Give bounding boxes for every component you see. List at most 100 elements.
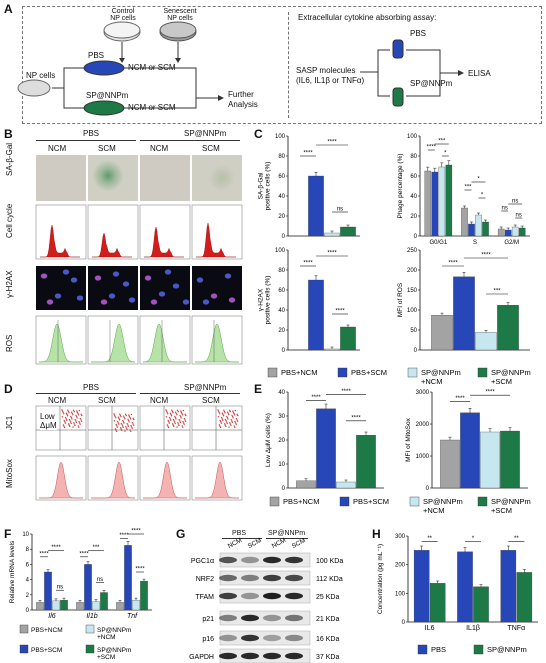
significance-label: ****	[327, 251, 337, 257]
x-category-label: Tnf	[127, 613, 138, 620]
jc1-event	[67, 423, 70, 425]
jc1-event	[62, 411, 64, 414]
bar	[431, 315, 453, 351]
a-pbs-label: PBS	[88, 51, 105, 60]
jc1-event	[181, 425, 183, 427]
jc1-event	[116, 426, 119, 428]
bar	[100, 592, 108, 611]
ros-histogram	[91, 323, 136, 363]
jc1-event	[119, 427, 122, 429]
jc1-event	[181, 412, 183, 415]
y-axis-label: Relative mRNA levels	[9, 540, 16, 603]
h2ax-image-3	[140, 266, 190, 310]
jc1-event	[128, 415, 131, 418]
d-col-2: SCM	[98, 396, 116, 405]
legend-f: PBS+NCM SP@NNPm +NCM PBS+SCM SP@NNPm +SCM	[19, 624, 131, 661]
jc1-event	[71, 412, 73, 415]
jc1-event	[177, 422, 179, 424]
jc1-event	[65, 418, 67, 420]
y-axis-label: MFI of MitoSox	[405, 417, 412, 461]
jc1-event	[235, 423, 237, 425]
jc1-event	[65, 412, 68, 414]
blot-strip	[219, 630, 311, 646]
jc1-event	[118, 419, 121, 421]
panel-g-western-blot: NCM SCM NCM SCM PGC1α 100 KDa NRF2 112 KDa TFAM 2…	[189, 537, 343, 663]
a-assay-title: Extracellular cytokine absorbing assay:	[298, 13, 437, 22]
jc1-event	[77, 412, 79, 415]
bar	[84, 564, 92, 611]
jc1-event	[78, 422, 81, 424]
significance-label: ****	[51, 545, 61, 551]
jc1-event	[224, 418, 227, 421]
significance-label: ****	[303, 261, 313, 267]
y-tick-label: 10	[22, 532, 29, 538]
significance-label: ****	[455, 396, 465, 402]
jc1-event	[124, 430, 126, 432]
mitosox-histogram	[143, 461, 187, 499]
d-col-1: NCM	[48, 396, 67, 405]
nucleus	[100, 299, 108, 305]
jc1-event	[219, 426, 222, 429]
jc1-event	[121, 425, 124, 427]
jc1-event	[120, 422, 123, 425]
jc1-event	[234, 422, 237, 424]
significance-label: *	[444, 151, 447, 157]
jc1-event	[221, 412, 224, 414]
jc1-event	[72, 426, 74, 428]
jc1-event	[233, 414, 236, 416]
significance-label: ****	[427, 145, 437, 151]
legend-label: PBS+SCM	[353, 497, 389, 506]
jc1-event	[173, 421, 176, 423]
bar	[453, 276, 475, 351]
y-tick-label: 0	[282, 234, 286, 240]
blot-protein-label: p16	[202, 636, 214, 643]
jc1-event	[64, 421, 66, 423]
jc1-event	[236, 419, 238, 421]
bar	[457, 551, 473, 623]
significance-label: ***	[464, 185, 472, 191]
a-further-analysis: Further Analysis	[228, 90, 258, 109]
jc1-event	[229, 410, 231, 413]
jc1-event	[172, 418, 175, 421]
y-tick-label: 60	[278, 288, 285, 294]
jc1-event	[178, 424, 180, 426]
cell-cycle-histogram	[196, 222, 236, 258]
blot-band	[263, 634, 281, 642]
jc1-event	[232, 410, 234, 412]
jc1-event	[61, 410, 64, 412]
y-tick-label: 200	[395, 563, 406, 569]
legend-label: SP@NNPm +NCM	[421, 368, 461, 386]
jc1-event	[223, 409, 225, 411]
y-tick-label: 20	[278, 328, 285, 334]
legend-label: SP@NNPm +NCM	[97, 627, 131, 641]
nucleus	[164, 269, 172, 275]
jc1-event	[76, 410, 78, 412]
jc1-event	[176, 426, 178, 428]
jc1-plot-frame	[87, 405, 139, 451]
significance-label: ****	[448, 261, 458, 267]
jc1-event	[64, 416, 67, 419]
significance-label: **	[514, 536, 519, 542]
control-np-label: Control NP cells	[110, 8, 136, 22]
h2ax-image-1	[36, 266, 86, 310]
legend-swatch	[477, 367, 488, 378]
jc1-event	[180, 417, 182, 419]
significance-label: ****	[39, 551, 49, 557]
a-np-cells-label: NP cells	[26, 71, 56, 80]
jc1-event	[118, 423, 120, 425]
legend-label: PBS+SCM	[351, 368, 387, 377]
significance-label: ns	[337, 207, 343, 213]
jc1-event	[130, 425, 132, 427]
bar	[36, 602, 44, 611]
jc1-event	[120, 428, 122, 430]
jc1-event	[127, 418, 129, 421]
bar	[124, 545, 132, 611]
legend-label: PBS+NCM	[281, 368, 317, 377]
cell-cycle-histogram	[144, 226, 184, 258]
jc1-event	[69, 420, 71, 422]
legend-e: PBS+NCM PBS+SCM SP@NNPm +NCM SP@NNPm +SCM	[269, 496, 531, 515]
y-axis-label: Concentration (pg mL⁻¹)	[377, 544, 384, 614]
jc1-event	[170, 415, 173, 417]
bar	[140, 580, 148, 611]
h2ax-nuclei	[40, 269, 236, 305]
